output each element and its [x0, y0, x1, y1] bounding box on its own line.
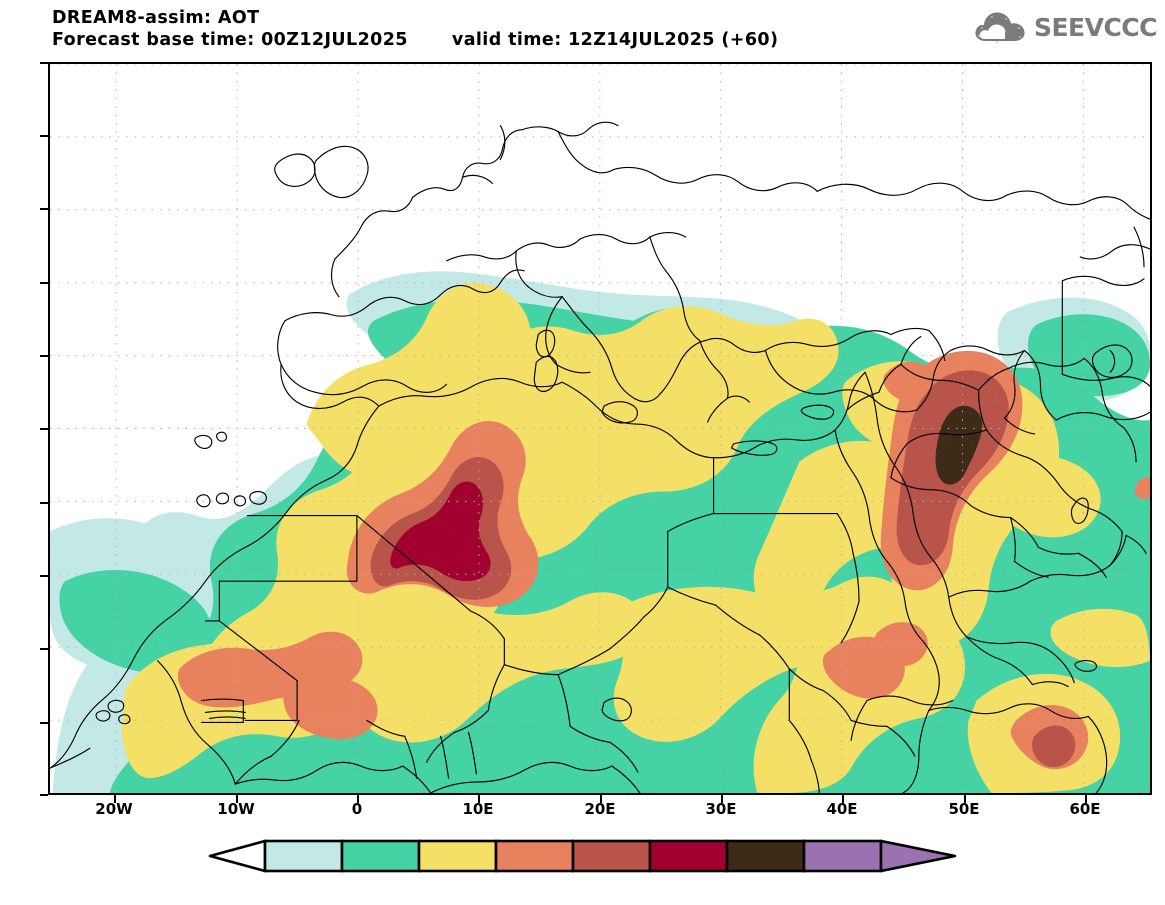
y-tick	[40, 794, 48, 796]
y-tick	[40, 282, 48, 284]
x-tick	[236, 795, 238, 803]
y-tick	[40, 62, 48, 64]
x-tick	[478, 795, 480, 803]
lat-lon-grid	[50, 64, 1150, 793]
y-tick	[40, 208, 48, 210]
logo-text: SEEVCCC	[1033, 12, 1158, 42]
valid-time-label: valid time:	[451, 30, 562, 50]
x-axis-label: 40E	[826, 800, 858, 818]
x-axis-label: 10W	[217, 800, 255, 818]
x-tick	[964, 795, 966, 803]
x-axis-label: 60E	[1069, 800, 1101, 818]
cloud-icon	[975, 12, 1025, 43]
y-tick	[40, 135, 48, 137]
x-axis-label: 0	[351, 800, 363, 818]
x-axis-label: 20E	[584, 800, 616, 818]
x-axis-label: 30E	[705, 800, 737, 818]
valid-time-value: 12Z14JUL2025 (+60)	[568, 30, 779, 50]
base-time-value: 00Z12JUL2025	[261, 30, 408, 50]
aot-contour-map	[50, 64, 1150, 793]
x-tick	[1085, 795, 1087, 803]
colorbar-swatches	[208, 839, 957, 873]
x-axis-label: 20W	[95, 800, 133, 818]
y-tick	[40, 722, 48, 724]
y-tick	[40, 428, 48, 430]
aot-map-plot[interactable]	[48, 62, 1152, 795]
x-tick	[721, 795, 723, 803]
x-axis-label: 50E	[948, 800, 980, 818]
coastline-layer	[50, 121, 1150, 793]
x-tick	[114, 795, 116, 803]
forecast-time-line: Forecast base time: 00Z12JUL2025 valid ti…	[52, 30, 778, 50]
seevccc-logo: SEEVCCC	[972, 8, 1158, 46]
stipple-overlay	[370, 370, 1009, 600]
y-tick	[40, 575, 48, 577]
x-tick	[842, 795, 844, 803]
x-tick	[357, 795, 359, 803]
base-time-label: Forecast base time:	[52, 30, 255, 50]
y-tick	[40, 355, 48, 357]
x-tick	[600, 795, 602, 803]
x-axis-label: 10E	[462, 800, 494, 818]
y-tick	[40, 502, 48, 504]
aot-colorbar[interactable]: 0.1 0.2 0.4 0.8 1.2 1.6 3.2 6.4	[0, 838, 1165, 905]
y-tick	[40, 648, 48, 650]
page-title: DREAM8-assim: AOT	[52, 8, 260, 28]
